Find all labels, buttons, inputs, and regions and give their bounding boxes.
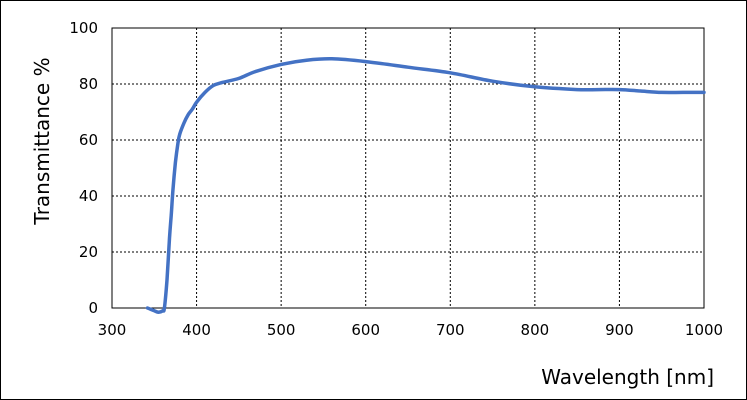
x-tick-label: 600: [351, 321, 380, 339]
y-tick-label: 20: [79, 243, 98, 261]
x-axis-title: Wavelength [nm]: [541, 365, 714, 389]
transmittance-series-line: [145, 57, 706, 314]
grid-lines: [112, 28, 704, 308]
plot-area-border: [111, 27, 705, 309]
x-tick-label: 300: [98, 321, 127, 339]
y-tick-label: 80: [79, 75, 98, 93]
x-tick-label: 500: [267, 321, 296, 339]
x-tick-label: 400: [182, 321, 211, 339]
x-tick-label: 700: [436, 321, 465, 339]
x-tick-labels: 300 400 500 600 700 800 900 1000: [98, 321, 723, 339]
y-tick-label: 100: [69, 19, 98, 37]
x-tick-label: 1000: [685, 321, 723, 339]
y-tick-labels: 0 20 40 60 80 100: [69, 19, 98, 317]
x-tick-label: 900: [605, 321, 634, 339]
y-tick-label: 40: [79, 187, 98, 205]
series-layer: [145, 57, 706, 314]
x-tick-label: 800: [521, 321, 550, 339]
y-axis-title: Transmittance %: [30, 57, 54, 225]
y-tick-label: 0: [88, 299, 98, 317]
y-tick-label: 60: [79, 131, 98, 149]
